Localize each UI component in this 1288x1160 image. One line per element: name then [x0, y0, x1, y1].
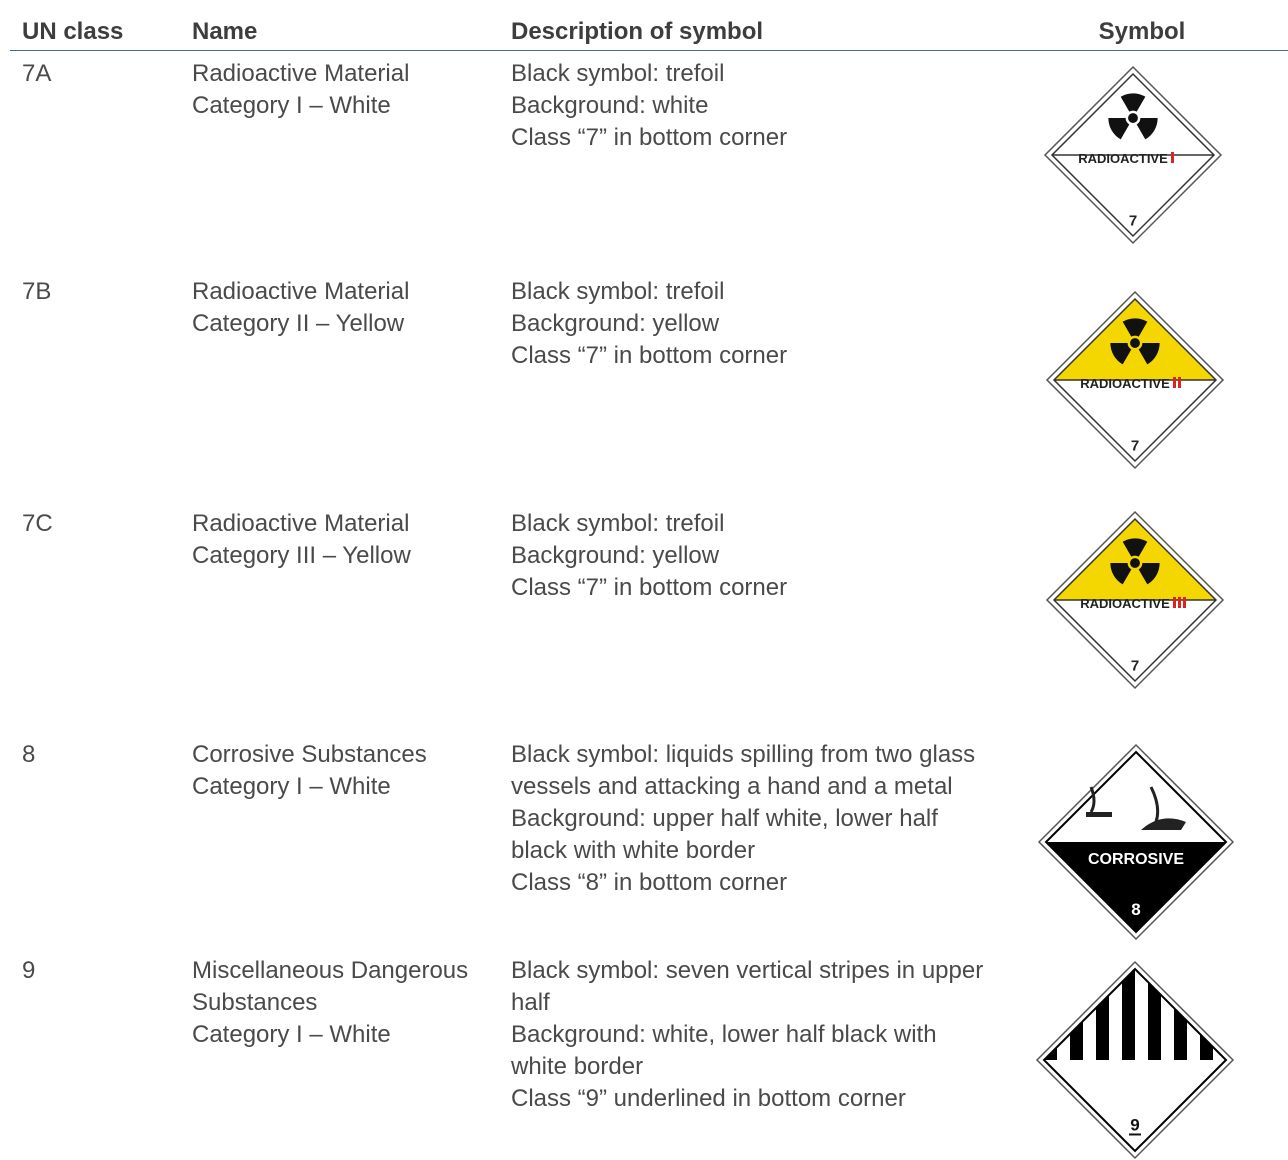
- placard-border: [1050, 72, 1216, 238]
- placard-number: 9: [1130, 1116, 1139, 1135]
- placard-border: [1052, 297, 1218, 463]
- placard-label: CORROSIVE: [1088, 851, 1184, 868]
- stripe: [1148, 982, 1161, 1060]
- placard-number: 7: [1131, 437, 1139, 454]
- stripe: [1096, 995, 1109, 1060]
- un-class: 7C: [22, 510, 53, 537]
- header-cell: Description of symbol: [511, 18, 764, 45]
- description-line: Black symbol: liquids spilling from two …: [511, 741, 976, 768]
- placard-number: 7: [1131, 657, 1139, 674]
- header-rule: [10, 50, 1288, 51]
- placard-label: RADIOACTIVE: [1078, 151, 1168, 166]
- vessel: [1086, 812, 1112, 817]
- placard-number: 7: [1129, 212, 1137, 229]
- hand: [1141, 818, 1186, 830]
- description-line: Black symbol: trefoil: [511, 510, 725, 537]
- un-class: 9: [22, 957, 36, 984]
- trefoil-blade: [1110, 563, 1132, 585]
- description-line: Class “7” in bottom corner: [511, 574, 788, 601]
- description-line: Background: yellow: [511, 542, 720, 569]
- spill: [1089, 786, 1160, 823]
- description-line: Background: white, lower half black with: [511, 1021, 937, 1048]
- stripe: [1122, 969, 1135, 1060]
- placard-border: [1044, 750, 1228, 934]
- un-class: 7B: [22, 278, 52, 305]
- un-class: 8: [22, 741, 36, 768]
- trefoil-blade: [1122, 318, 1148, 337]
- description-line: Background: white: [511, 92, 709, 119]
- stripe: [1174, 1008, 1187, 1060]
- description-line: white border: [511, 1053, 644, 1080]
- name-line: Corrosive Substances: [192, 741, 427, 768]
- description-line: Class “7” in bottom corner: [511, 124, 788, 151]
- un-class: 7A: [22, 60, 52, 87]
- description-line: Black symbol: trefoil: [511, 278, 725, 305]
- name-line: Category I – White: [192, 1021, 391, 1048]
- name-line: Category I – White: [192, 773, 391, 800]
- name-line: Category I – White: [192, 92, 391, 119]
- category-bar: [1173, 377, 1176, 388]
- category-bar: [1178, 377, 1181, 388]
- header-cell: Symbol: [1098, 18, 1186, 45]
- description-line: black with white border: [511, 837, 756, 864]
- description-line: Black symbol: seven vertical stripes in …: [511, 957, 984, 984]
- description-line: Background: upper half white, lower half: [511, 805, 938, 832]
- description-line: vessels and attacking a hand and a metal: [511, 773, 953, 800]
- name-line: Miscellaneous Dangerous: [192, 957, 469, 984]
- placard-label: RADIOACTIVE: [1080, 596, 1170, 611]
- trefoil-blade: [1120, 93, 1146, 112]
- description-line: Class “7” in bottom corner: [511, 342, 788, 369]
- stripe: [1200, 1034, 1213, 1060]
- description-line: Class “8” in bottom corner: [511, 869, 788, 896]
- placard-label: RADIOACTIVE: [1080, 376, 1170, 391]
- trefoil-blade: [1110, 343, 1132, 365]
- category-bar: [1173, 597, 1176, 608]
- category-bar: [1183, 597, 1186, 608]
- trefoil-center: [1128, 113, 1138, 123]
- placard-number: 8: [1131, 900, 1140, 919]
- trefoil-blade: [1122, 538, 1148, 557]
- placard-border: [1052, 517, 1218, 683]
- name-line: Radioactive Material: [192, 278, 410, 305]
- header-cell: Name: [192, 18, 258, 45]
- description-line: half: [511, 989, 550, 1016]
- trefoil-blade: [1138, 563, 1160, 585]
- name-line: Substances: [192, 989, 318, 1016]
- name-line: Category II – Yellow: [192, 310, 405, 337]
- description-line: Background: yellow: [511, 310, 720, 337]
- trefoil-blade: [1136, 118, 1158, 140]
- placard-bottom: [1046, 842, 1226, 932]
- trefoil-blade: [1138, 343, 1160, 365]
- trefoil-center: [1130, 338, 1140, 348]
- trefoil-blade: [1108, 118, 1130, 140]
- name-line: Category III – Yellow: [192, 542, 411, 569]
- trefoil-center: [1130, 558, 1140, 568]
- name-line: Radioactive Material: [192, 60, 410, 87]
- header-cell: UN class: [22, 18, 124, 45]
- name-line: Radioactive Material: [192, 510, 410, 537]
- category-bar: [1171, 152, 1174, 163]
- description-line: Class “9” underlined in bottom corner: [511, 1085, 906, 1112]
- description-line: Black symbol: trefoil: [511, 60, 725, 87]
- placard-border: [1042, 967, 1228, 1153]
- category-bar: [1178, 597, 1181, 608]
